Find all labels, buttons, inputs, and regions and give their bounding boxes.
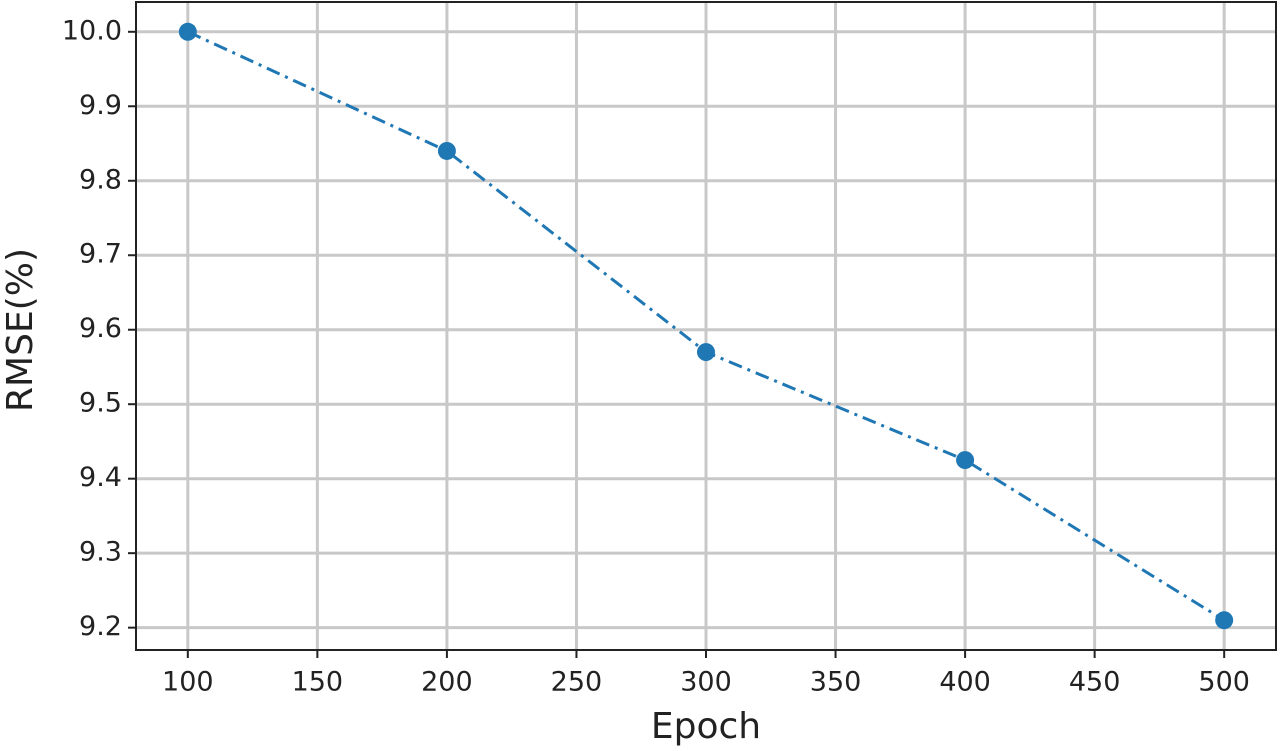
x-tick-label: 450: [1069, 667, 1121, 698]
y-tick-label: 9.5: [79, 388, 122, 419]
y-tick-label: 9.7: [79, 239, 122, 270]
data-point: [178, 22, 197, 41]
y-tick-label: 9.3: [79, 537, 122, 568]
x-axis-label: Epoch: [651, 706, 761, 747]
x-tick-label: 300: [680, 667, 732, 698]
x-tick-label: 350: [810, 667, 862, 698]
x-tick-label: 100: [162, 667, 214, 698]
y-tick-label: 9.2: [79, 611, 122, 642]
y-tick-label: 9.4: [79, 462, 122, 493]
x-tick-label: 400: [939, 667, 991, 698]
data-point: [1215, 611, 1234, 630]
y-tick-label: 10.0: [62, 15, 122, 46]
plot-frame: [135, 1, 1277, 651]
y-tick-label: 9.6: [79, 313, 122, 344]
data-point: [697, 343, 715, 362]
y-axis-label: RMSE(%): [0, 248, 41, 412]
data-point: [437, 141, 456, 160]
y-tick-label: 9.9: [79, 90, 122, 121]
x-tick-label: 150: [292, 667, 344, 698]
x-tick-label: 200: [421, 667, 473, 698]
data-point: [956, 451, 975, 470]
x-tick-label: 250: [551, 667, 603, 698]
y-tick-label: 9.8: [79, 164, 122, 195]
x-tick-label: 500: [1198, 667, 1250, 698]
